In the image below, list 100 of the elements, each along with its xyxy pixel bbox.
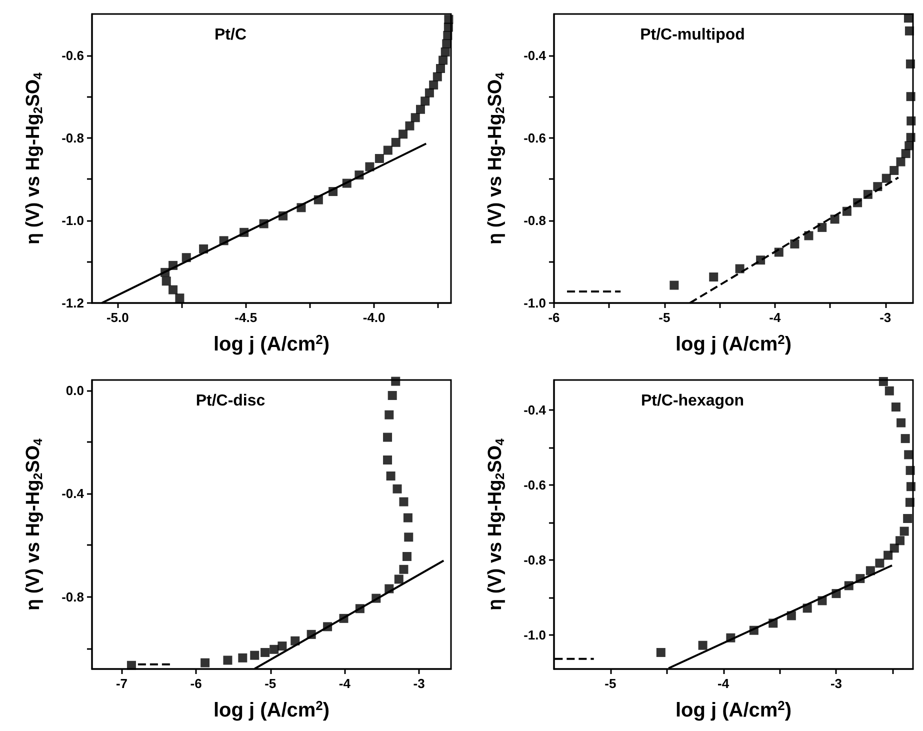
x-tick-label: -6 (548, 310, 560, 325)
point (392, 484, 402, 494)
point (904, 14, 913, 23)
y-tick-label: -0.6 (524, 130, 546, 146)
y-tick-label: -0.4 (524, 402, 547, 418)
point (735, 264, 744, 274)
x-tick-label: -4.0 (362, 310, 386, 325)
point (904, 450, 914, 460)
point (402, 552, 412, 561)
point (906, 116, 916, 126)
point (410, 113, 420, 122)
point (374, 154, 384, 163)
point (175, 294, 184, 303)
text: Pt/C-hexagon (640, 392, 744, 410)
x-tick-label: -3 (880, 310, 892, 325)
y-tick-label: -1.2 (62, 296, 84, 310)
y-tick-label: -0.6 (524, 478, 546, 493)
point (901, 149, 910, 158)
point (875, 558, 884, 568)
point (391, 138, 400, 147)
point (905, 498, 914, 507)
point (436, 64, 445, 73)
text: Pt/C (214, 26, 247, 44)
x-tick-label: -4 (338, 676, 352, 691)
point (442, 39, 452, 48)
point (383, 146, 392, 155)
point (399, 497, 408, 506)
y-tick-label: -1.0 (62, 212, 84, 228)
point (168, 285, 178, 294)
point (906, 482, 916, 492)
point (891, 402, 900, 412)
x-tick-label: -7 (116, 676, 128, 691)
text: Pt/C-multipod (640, 26, 745, 44)
point (429, 80, 438, 90)
point (890, 544, 899, 553)
point (906, 132, 916, 142)
x-tick-label: -5.0 (106, 310, 129, 325)
x-tick-label: -5 (658, 310, 670, 325)
point (884, 550, 893, 560)
point (903, 514, 912, 523)
y-tick-label: -0.4 (62, 486, 85, 502)
y-tick-label: -0.6 (62, 48, 84, 63)
point (904, 26, 914, 36)
point (698, 640, 708, 650)
point (440, 47, 450, 56)
point (200, 658, 210, 668)
x-tick-label: -4.5 (234, 310, 258, 325)
point (790, 239, 800, 248)
point (432, 72, 442, 82)
x-tick-label: -3 (413, 676, 425, 691)
y-tick-label: -1.0 (524, 296, 546, 310)
x-tick-label: -6 (190, 676, 202, 691)
point (884, 386, 894, 396)
point (260, 648, 270, 657)
point (896, 157, 906, 166)
y-tick-label: -0.4 (524, 48, 547, 63)
point (424, 88, 434, 98)
point (250, 650, 260, 660)
y-tick-label: -1.0 (524, 628, 546, 643)
point (896, 418, 906, 428)
point (405, 121, 414, 130)
point (394, 574, 404, 584)
point (404, 532, 414, 542)
point (388, 390, 397, 400)
point (386, 471, 396, 480)
y-axis-title: η (V) vs Hg-Hg2SO4 (485, 438, 507, 611)
point (416, 104, 425, 114)
y-axis-title: η (V) vs Hg-Hg2SO4 (23, 72, 45, 245)
point (126, 660, 136, 670)
point (866, 566, 875, 576)
point (906, 59, 915, 68)
point (904, 141, 914, 150)
x-tick-label: -4 (769, 310, 782, 325)
point (223, 656, 232, 665)
point (900, 526, 909, 536)
y-tick-label: -0.8 (62, 130, 84, 146)
point (391, 376, 400, 386)
point (670, 280, 679, 290)
x-tick-label: -5 (604, 676, 616, 691)
point (270, 644, 279, 654)
point (818, 222, 827, 232)
x-tick-label: -4 (718, 676, 730, 691)
point (383, 455, 392, 464)
point (420, 96, 430, 106)
y-tick-label: 0.0 (66, 382, 84, 398)
point (443, 30, 452, 40)
y-tick-label: -0.8 (524, 212, 546, 228)
point (890, 166, 899, 175)
point (444, 14, 454, 24)
point (398, 130, 408, 139)
point (906, 466, 915, 475)
point (399, 564, 408, 574)
text: Pt/C-disc (196, 392, 266, 410)
point (238, 653, 248, 662)
x-tick-label: -3 (830, 676, 842, 691)
point (896, 536, 905, 546)
point (403, 513, 412, 522)
y-axis-title: η (V) vs Hg-Hg2SO4 (23, 438, 45, 611)
point (878, 377, 888, 386)
point (830, 214, 840, 224)
